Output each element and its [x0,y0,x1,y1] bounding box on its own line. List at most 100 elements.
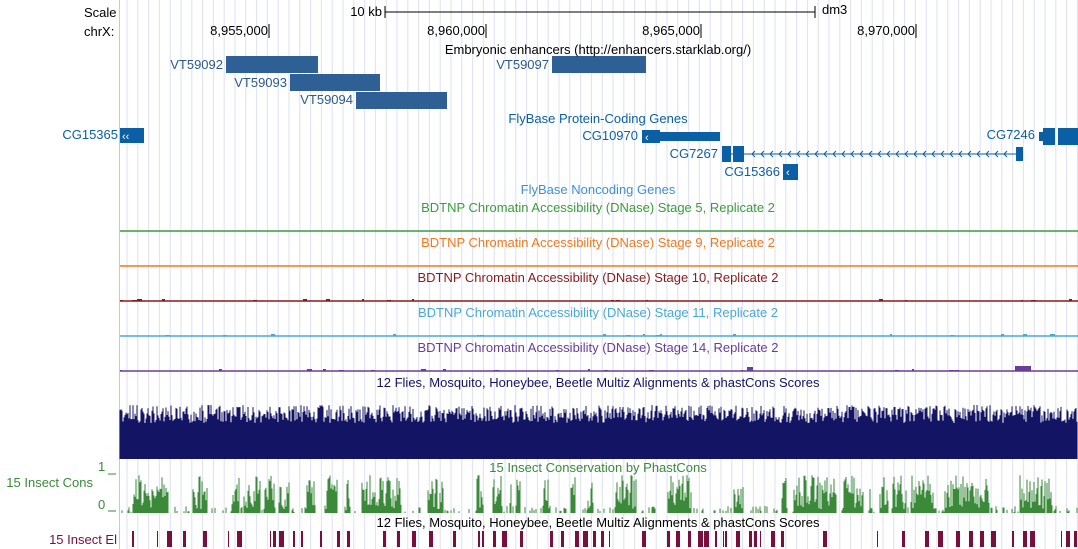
dnase-signal [1015,366,1031,371]
dnase-signal [733,334,736,336]
dnase-signal [362,299,364,301]
dnase-signal [955,370,959,371]
track-title-genes[interactable]: FlyBase Protein-Coding Genes [508,111,688,126]
dnase-signal [741,370,743,371]
conserved-element [493,531,496,547]
conserved-element [980,531,984,547]
dnase-signal [137,299,142,301]
dnase-signal [905,300,907,301]
gene-exon-cg7267 [733,146,744,162]
dnase-signal [323,369,326,371]
strand-chevron-icon [913,150,918,158]
conserved-element [561,531,564,547]
conserved-element [237,531,242,547]
axis-max-label: 1 [98,459,106,474]
strand-chevron-icon [814,150,819,158]
strand-chevron-icon [859,150,864,158]
conserved-element [991,531,996,547]
dnase-signal [949,370,954,371]
dnase-signal [480,335,484,336]
side-label-phastcons[interactable]: 15 Insect Cons [6,475,93,490]
conserved-element [412,531,416,547]
track-title-multiz[interactable]: 12 Flies, Mosquito, Honeybee, Beetle Mul… [376,375,820,390]
conserved-element [337,531,340,547]
track-title-dnase-stage5[interactable]: BDTNP Chromatin Accessibility (DNase) St… [421,200,775,215]
scale-bar-label: 10 kb [350,4,382,19]
conserved-element [925,531,929,547]
conserved-element [183,531,186,547]
dnase-signal [421,369,426,371]
chrom-label: chrX: [84,24,115,39]
dnase-signal [1069,299,1072,301]
dnase-signal [132,300,137,301]
strand-chevron-icon [958,150,963,158]
strand-chevron-icon [886,150,891,158]
dnase-signal [950,335,954,336]
track-title-dnase-stage9[interactable]: BDTNP Chromatin Accessibility (DNase) St… [421,235,775,250]
gene-exon-cg10970 [660,132,720,141]
dnase-signal [611,300,614,301]
conserved-element [273,531,276,547]
dnase-signal [626,335,631,336]
conserved-element [781,531,784,547]
strand-chevron-icon [832,150,837,158]
conserved-element [132,531,134,547]
dnase-signal [604,370,608,371]
enhancer-label[interactable]: VT59097 [496,57,549,72]
enhancer-label[interactable]: VT59094 [300,92,353,107]
conserved-element [723,531,724,547]
gene-label[interactable]: CG7267 [669,146,718,161]
conserved-element [583,531,588,547]
track-title-phastcons[interactable]: 15 Insect Conservation by PhastCons [489,460,707,475]
dnase-signal [1001,334,1004,336]
conserved-element [228,531,229,547]
gene-label[interactable]: CG15365 [62,127,118,142]
dnase-signal [339,370,344,371]
gene-block-cg15365 [120,128,144,143]
enhancer-block [552,56,646,73]
track-title-dnase-stage10[interactable]: BDTNP Chromatin Accessibility (DNase) St… [417,270,779,285]
dnase-signal [371,370,375,371]
conserved-element [502,531,507,547]
gene-label[interactable]: CG10970 [582,128,638,143]
conserved-element [1066,531,1070,547]
gene-label[interactable]: CG7246 [986,127,1035,142]
gene-label[interactable]: CG15366 [724,164,780,179]
conserved-element [429,531,433,547]
conserved-element [877,531,878,547]
track-title-dnase-stage11[interactable]: BDTNP Chromatin Accessibility (DNase) St… [417,305,779,320]
dnase-signal [616,300,620,301]
strand-chevron-icon [922,150,927,158]
dnase-signal [588,369,590,371]
enhancer-block [356,92,447,109]
phastcons-wiggle [121,475,1078,513]
enhancer-label[interactable]: VT59092 [170,57,223,72]
dnase-signal [443,369,446,371]
side-label-elements[interactable]: 15 Insect El [49,532,117,547]
track-title-dnase-stage14[interactable]: BDTNP Chromatin Accessibility (DNase) St… [417,340,779,355]
multiz-wiggle [119,405,1078,459]
dnase-signal [556,370,559,371]
conserved-element [823,531,827,547]
gene-block-cg10970 [642,130,660,143]
strand-chevron-icon [850,150,855,158]
conserved-element [749,531,752,547]
conserved-element [704,531,709,547]
track-title-noncoding[interactable]: FlyBase Noncoding Genes [520,182,676,197]
strand-chevron-icon [751,150,756,158]
strand-chevron-icon [841,150,846,158]
conserved-element [157,531,158,547]
dnase-signal [219,369,222,371]
gene-exon-cg7246 [1058,128,1078,145]
dnase-signal [303,299,307,301]
enhancer-label[interactable]: VT59093 [234,75,287,90]
conserved-element [397,531,400,547]
strand-chevron-icon [967,150,972,158]
conserved-element [347,531,350,547]
track-title-elements[interactable]: 12 Flies, Mosquito, Honeybee, Beetle Mul… [376,515,820,530]
track-title-enhancers[interactable]: Embryonic enhancers (http://enhancers.st… [444,42,752,57]
dnase-signal [646,300,648,301]
conserved-element [550,531,553,547]
